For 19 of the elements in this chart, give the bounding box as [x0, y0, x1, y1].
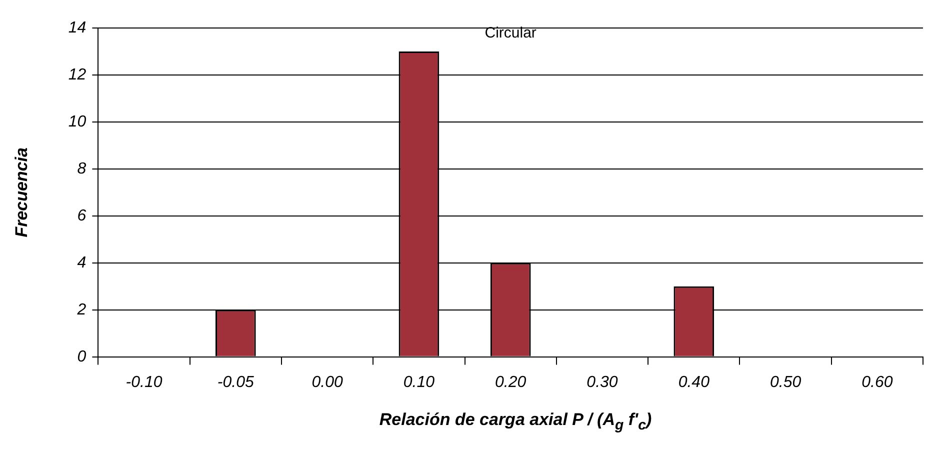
x-tick-label: 0.00 — [312, 374, 343, 391]
x-tick-label: -0.05 — [217, 374, 254, 391]
y-tick-label: 4 — [77, 254, 86, 272]
y-tick-label: 10 — [68, 113, 86, 130]
x-tick-label: 0.60 — [862, 374, 893, 391]
x-tick-label: 0.40 — [678, 374, 710, 391]
y-tick-label: 2 — [76, 301, 86, 318]
y-tick-label: 14 — [68, 19, 86, 36]
y-tick-label: 0 — [77, 348, 86, 366]
y-tick-label: 6 — [77, 207, 86, 224]
x-tick-label: 0.20 — [495, 374, 526, 391]
x-tick-label: 0.10 — [403, 374, 435, 391]
x-tick-label: 0.30 — [586, 374, 618, 391]
x-tick-label: -0.10 — [126, 374, 162, 391]
y-tick-label: 12 — [68, 66, 86, 84]
y-tick-label: 8 — [77, 160, 86, 178]
x-tick-label: 0.50 — [770, 374, 802, 391]
y-axis-title: Frecuencia — [12, 148, 31, 238]
x-axis-title: Relación de carga axial P / (A$_{g}$ f'$_{c}$) — [378, 410, 653, 434]
